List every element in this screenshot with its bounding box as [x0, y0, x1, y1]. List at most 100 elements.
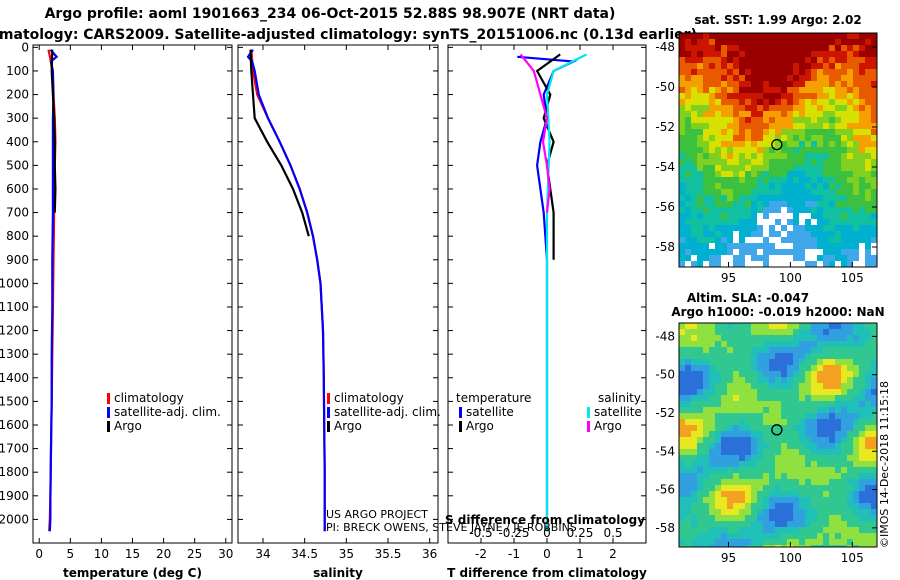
- sst-map-cell: [799, 183, 805, 189]
- sst-map-cell: [727, 219, 733, 225]
- sst-map-cell: [739, 255, 745, 261]
- sst-map-cell: [865, 147, 871, 153]
- sla-map-cell: [781, 371, 787, 377]
- sst-map-cell: [727, 171, 733, 177]
- sst-map-cell: [745, 45, 751, 51]
- sla-map-cell: [745, 533, 751, 539]
- sst-map-cell: [781, 195, 787, 201]
- sst-map-cell: [709, 81, 715, 87]
- sst-map-cell: [835, 261, 841, 267]
- sla-map-cell: [733, 539, 739, 545]
- sla-map-cell: [769, 533, 775, 539]
- sla-map-cell: [703, 401, 709, 407]
- sst-map-cell: [817, 45, 823, 51]
- sst-map-cell: [727, 45, 733, 51]
- sst-map-cell: [829, 255, 835, 261]
- sla-map-cell: [709, 353, 715, 359]
- sla-map-cell: [781, 389, 787, 395]
- sla-map-cell: [829, 437, 835, 443]
- sst-map-cell: [709, 87, 715, 93]
- sla-map-cell: [685, 437, 691, 443]
- sla-map-cell: [865, 509, 871, 515]
- sst-map-cell: [763, 183, 769, 189]
- sla-map-cell: [703, 533, 709, 539]
- sst-map-cell: [745, 261, 751, 267]
- sla-map-cell: [733, 431, 739, 437]
- sst-map-cell: [793, 237, 799, 243]
- sla-map-cell: [847, 527, 853, 533]
- sst-map-cell: [799, 81, 805, 87]
- sla-map-cell: [739, 401, 745, 407]
- sst-map-cell: [817, 39, 823, 45]
- sst-map-cell: [697, 135, 703, 141]
- sla-map-cell: [733, 473, 739, 479]
- sst-map-cell: [733, 135, 739, 141]
- sla-map-cell: [781, 545, 787, 547]
- temperature-ytick-label: 1000: [0, 276, 29, 290]
- sla-map-cell: [871, 443, 877, 449]
- sst-map-cell: [763, 123, 769, 129]
- sla-map-cell: [751, 377, 757, 383]
- sst-map-cell: [721, 147, 727, 153]
- sla-map-cell: [835, 461, 841, 467]
- sla-map-cell: [727, 479, 733, 485]
- sst-map-cell: [703, 237, 709, 243]
- sla-map-cell: [685, 527, 691, 533]
- sst-map-cell: [781, 201, 787, 207]
- sla-map-cell: [787, 329, 793, 335]
- sla-map-cell: [787, 485, 793, 491]
- sst-map-cell: [865, 219, 871, 225]
- sst-map-cell: [841, 33, 847, 39]
- sst-map-cell: [691, 213, 697, 219]
- sla-title-2: Argo h1000: -0.019 h2000: NaN: [671, 305, 884, 319]
- sla-map-cell: [871, 347, 877, 353]
- sst-map-cell: [739, 111, 745, 117]
- sst-map-cell: [823, 99, 829, 105]
- sla-map-cell: [715, 461, 721, 467]
- sst-map-cell: [817, 123, 823, 129]
- sst-map-cell: [871, 105, 877, 111]
- sst-map-cell: [709, 75, 715, 81]
- sst-map-cell: [799, 63, 805, 69]
- sst-map-cell: [703, 141, 709, 147]
- sst-map-cell: [835, 117, 841, 123]
- sla-map-cell: [751, 335, 757, 341]
- sla-map-cell: [793, 383, 799, 389]
- sst-map-cell: [781, 105, 787, 111]
- sla-map-cell: [715, 497, 721, 503]
- sst-map-cell: [805, 153, 811, 159]
- sst-map-cell: [823, 237, 829, 243]
- sla-map-cell: [847, 323, 853, 329]
- sst-map-cell: [787, 63, 793, 69]
- sla-map-cell: [841, 413, 847, 419]
- sla-map-cell: [817, 359, 823, 365]
- sla-map-cell: [745, 455, 751, 461]
- sst-map-cell: [823, 123, 829, 129]
- sla-map-cell: [679, 509, 685, 515]
- sla-map-cell: [829, 503, 835, 509]
- temperature-ytick-label: 100: [6, 64, 29, 78]
- sst-map-cell: [787, 87, 793, 93]
- sst-map-cell: [829, 135, 835, 141]
- sst-map-cell: [757, 87, 763, 93]
- sla-map-cell: [835, 509, 841, 515]
- sla-map-cell: [715, 533, 721, 539]
- sst-map-cell: [721, 75, 727, 81]
- sst-map-cell: [787, 99, 793, 105]
- sla-map-cell: [811, 419, 817, 425]
- sla-map-cell: [739, 479, 745, 485]
- sst-map-cell: [865, 231, 871, 237]
- sst-map-cell: [685, 75, 691, 81]
- sst-map-cell: [757, 219, 763, 225]
- sst-map-cell: [769, 93, 775, 99]
- sla-map-cell: [697, 473, 703, 479]
- sst-map-cell: [709, 225, 715, 231]
- sla-map-cell: [787, 509, 793, 515]
- sla-map-cell: [679, 437, 685, 443]
- sla-map-cell: [721, 521, 727, 527]
- title-line-2: Climatology: CARS2009. Satellite-adjuste…: [0, 27, 697, 43]
- sla-map-cell: [787, 497, 793, 503]
- sla-map-cell: [829, 449, 835, 455]
- sst-map-cell: [757, 147, 763, 153]
- sla-map-cell: [763, 479, 769, 485]
